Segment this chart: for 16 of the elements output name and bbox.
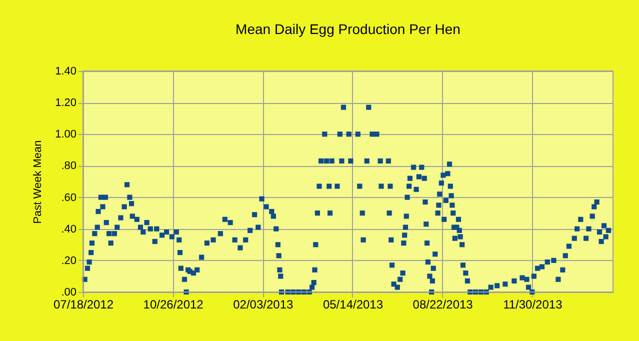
chart-title: Mean Daily Egg Production Per Hen xyxy=(236,21,460,37)
x-tick-label: 11/30/2013 xyxy=(503,298,563,312)
x-tick-label: 08/22/2013 xyxy=(412,298,474,312)
x-tick-label: 02/03/2013 xyxy=(233,298,294,312)
y-tick-label: 1.40 xyxy=(55,66,76,78)
x-tick-label: 07/18/2012 xyxy=(53,298,114,312)
x-tick-label: 10/26/2012 xyxy=(143,298,204,312)
y-tick-label: .40 xyxy=(61,223,76,236)
y-axis-title: Past Week Mean xyxy=(32,140,44,224)
y-tick-label: .60 xyxy=(61,192,76,204)
y-tick-label: .20 xyxy=(61,254,76,267)
y-tick-label: 1.00 xyxy=(55,128,76,141)
y-tick-label: 1.20 xyxy=(55,97,76,110)
y-tick-label: .80 xyxy=(61,160,76,172)
y-tick-label: .00 xyxy=(61,286,76,298)
x-tick-label: 05/14/2013 xyxy=(322,298,384,312)
